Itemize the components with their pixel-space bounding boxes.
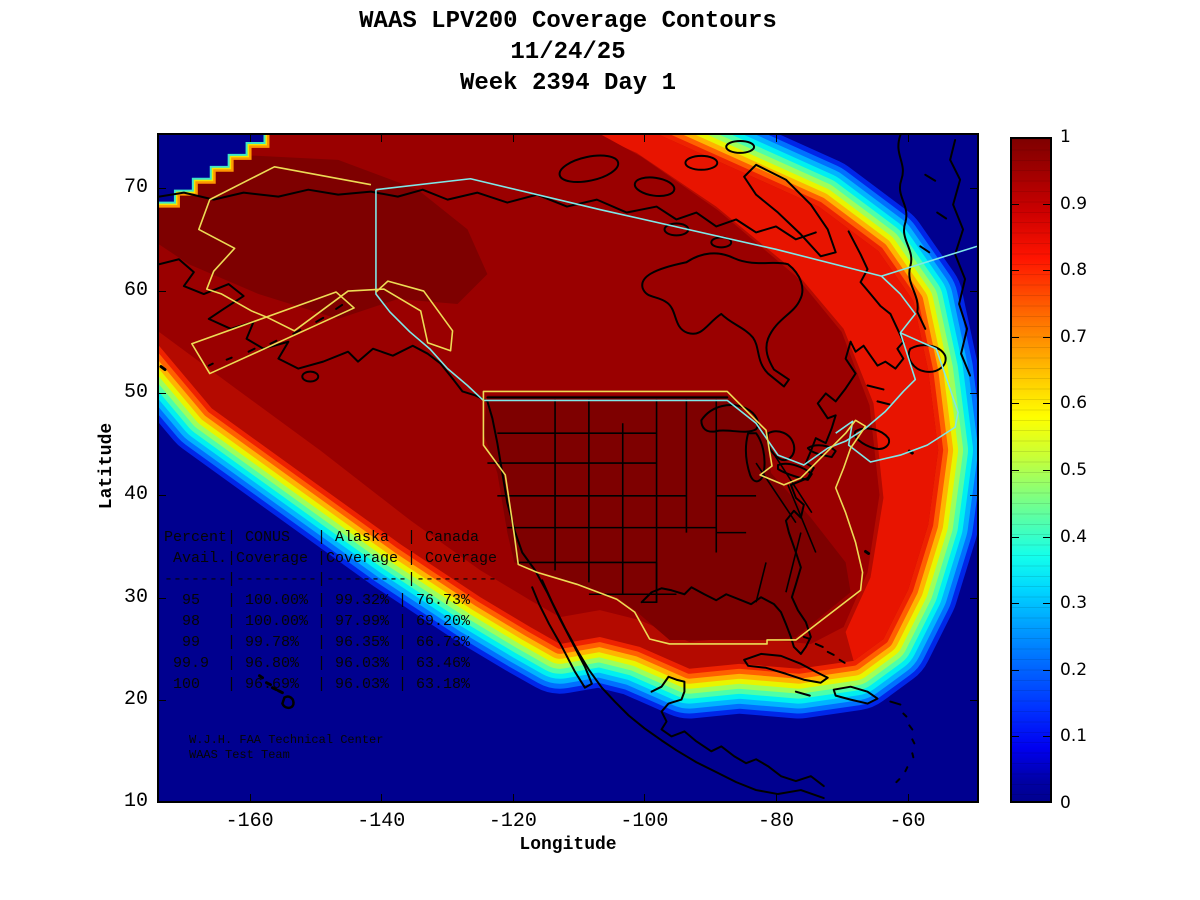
y-tickmark-20 [159, 699, 166, 701]
colorbar-tickmark-right-6 [1043, 536, 1050, 538]
y-tick-50: 50 [123, 380, 148, 404]
alaska-boundary [191, 166, 454, 375]
colorbar-tick-1: 1 [1060, 127, 1071, 147]
conus-boundary [482, 390, 867, 645]
attribution-text: W.J.H. FAA Technical Center WAAS Test Te… [189, 733, 384, 762]
chart-title-block: WAAS LPV200 Coverage Contours 11/24/25 Wee… [157, 6, 979, 99]
chart-title-line-2: 11/24/25 [510, 39, 626, 66]
bright-red-zone [596, 135, 939, 661]
x-tick--140: -140 [357, 810, 406, 833]
y-tickmark-60 [159, 290, 166, 292]
colorbar-tickmark-left-8 [1012, 669, 1019, 671]
coastlines [159, 135, 972, 800]
x-tick--120: -120 [488, 810, 537, 833]
colorbar-tick-0.4: 0.4 [1060, 526, 1088, 547]
colorbar-tickmark-right-3 [1043, 336, 1050, 338]
x-tickmark-top--100 [644, 135, 646, 142]
alaska-dark-zone [159, 154, 488, 319]
y-tickmark-40 [159, 495, 166, 497]
y-tickmark-30 [159, 597, 166, 599]
colorbar-tickmark-right-8 [1043, 669, 1050, 671]
colorbar-tick-0.3: 0.3 [1060, 593, 1088, 614]
x-axis-label: Longitude [519, 835, 617, 855]
y-tickmark-right-70 [970, 188, 977, 190]
state-borders [487, 399, 817, 603]
y-tick-20: 20 [123, 687, 148, 711]
colorbar-tickmark-left-4 [1012, 403, 1019, 405]
x-tick--160: -160 [225, 810, 274, 833]
colorbar-tick-0.6: 0.6 [1060, 393, 1088, 414]
y-tick-40: 40 [123, 483, 148, 507]
y-tickmark-right-10 [970, 802, 977, 804]
colorbar-tickmark-left-1 [1012, 203, 1019, 205]
y-tickmark-10 [159, 802, 166, 804]
colorbar-tickmark-left-6 [1012, 536, 1019, 538]
conus-dark-zone [483, 395, 851, 640]
x-tickmark-top--120 [512, 135, 514, 142]
y-tickmark-right-50 [970, 392, 977, 394]
canada-boundary [375, 177, 977, 466]
y-tickmark-right-60 [970, 290, 977, 292]
y-tick-10: 10 [123, 790, 148, 814]
map-plot-area: Percent| CONUS | Alaska | Canada Avail.|… [157, 133, 979, 803]
x-tickmark--100 [644, 794, 646, 801]
x-tick--100: -100 [620, 810, 669, 833]
y-tickmark-70 [159, 188, 166, 190]
y-tickmark-right-20 [970, 699, 977, 701]
x-tickmark--80 [775, 794, 777, 801]
y-tickmark-right-40 [970, 495, 977, 497]
colorbar-tickmark-right-2 [1043, 270, 1050, 272]
colorbar-tickmark-left-5 [1012, 470, 1019, 471]
coverage-stats-table: Percent| CONUS | Alaska | Canada Avail.|… [164, 529, 498, 693]
chart-title-line-1: WAAS LPV200 Coverage Contours [359, 8, 777, 35]
colorbar-tickmark-left-9 [1012, 736, 1019, 738]
colorbar-tick-0.5: 0.5 [1060, 460, 1088, 480]
colorbar-tick-0.8: 0.8 [1060, 260, 1088, 281]
x-tick--60: -60 [889, 810, 926, 833]
x-tickmark-top--60 [907, 135, 909, 142]
y-tickmark-50 [159, 392, 166, 394]
y-tickmark-right-30 [970, 597, 977, 599]
coverage-contour-map [159, 135, 977, 801]
x-tickmark--60 [907, 794, 909, 801]
y-tick-30: 30 [123, 585, 148, 609]
x-tickmark--160 [249, 794, 251, 801]
x-tickmark-top--140 [381, 135, 383, 142]
x-tickmark-top--80 [775, 135, 777, 142]
colorbar-tick-0: 0 [1060, 793, 1071, 813]
y-tick-60: 60 [123, 278, 148, 302]
x-tickmark--120 [512, 794, 514, 801]
colorbar-tickmark-left-7 [1012, 603, 1019, 605]
x-tickmark-top--160 [249, 135, 251, 142]
colorbar-tickmark-right-9 [1043, 736, 1050, 738]
colorbar-tickmark-right-5 [1043, 470, 1050, 471]
colorbar-tickmark-left-3 [1012, 336, 1019, 338]
x-tick--80: -80 [757, 810, 794, 833]
colorbar-tick-0.9: 0.9 [1060, 193, 1088, 214]
colorbar-tickmark-left-2 [1012, 270, 1019, 272]
colorbar-tick-0.2: 0.2 [1060, 659, 1088, 680]
colorbar-tickmark-right-7 [1043, 603, 1050, 605]
nw-corner-steps [159, 135, 270, 208]
colorbar-tick-0.7: 0.7 [1060, 326, 1088, 347]
y-tick-70: 70 [123, 176, 148, 200]
colorbar-tickmark-right-4 [1043, 403, 1050, 405]
x-tickmark--140 [381, 794, 383, 801]
colorbar-tick-0.1: 0.1 [1060, 726, 1088, 747]
chart-title-line-3: Week 2394 Day 1 [459, 70, 677, 97]
colorbar-tickmark-right-1 [1043, 203, 1050, 205]
